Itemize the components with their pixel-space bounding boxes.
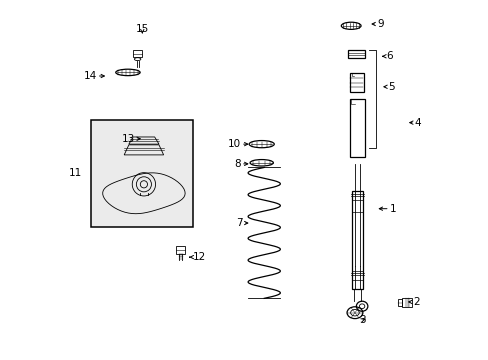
Text: 2: 2 [412,297,419,307]
Text: 1: 1 [389,204,396,214]
Text: 7: 7 [236,218,242,228]
Text: 11: 11 [68,168,81,178]
Text: 5: 5 [387,82,394,92]
Text: 15: 15 [135,24,149,35]
Text: 10: 10 [227,139,241,149]
Text: 8: 8 [234,159,241,169]
Text: 9: 9 [376,19,383,29]
Text: 13: 13 [122,134,135,144]
Text: 14: 14 [83,71,97,81]
Text: 3: 3 [359,315,366,325]
Text: 12: 12 [192,252,205,262]
Polygon shape [91,120,193,227]
Text: 6: 6 [386,51,392,61]
Text: 4: 4 [414,118,421,128]
